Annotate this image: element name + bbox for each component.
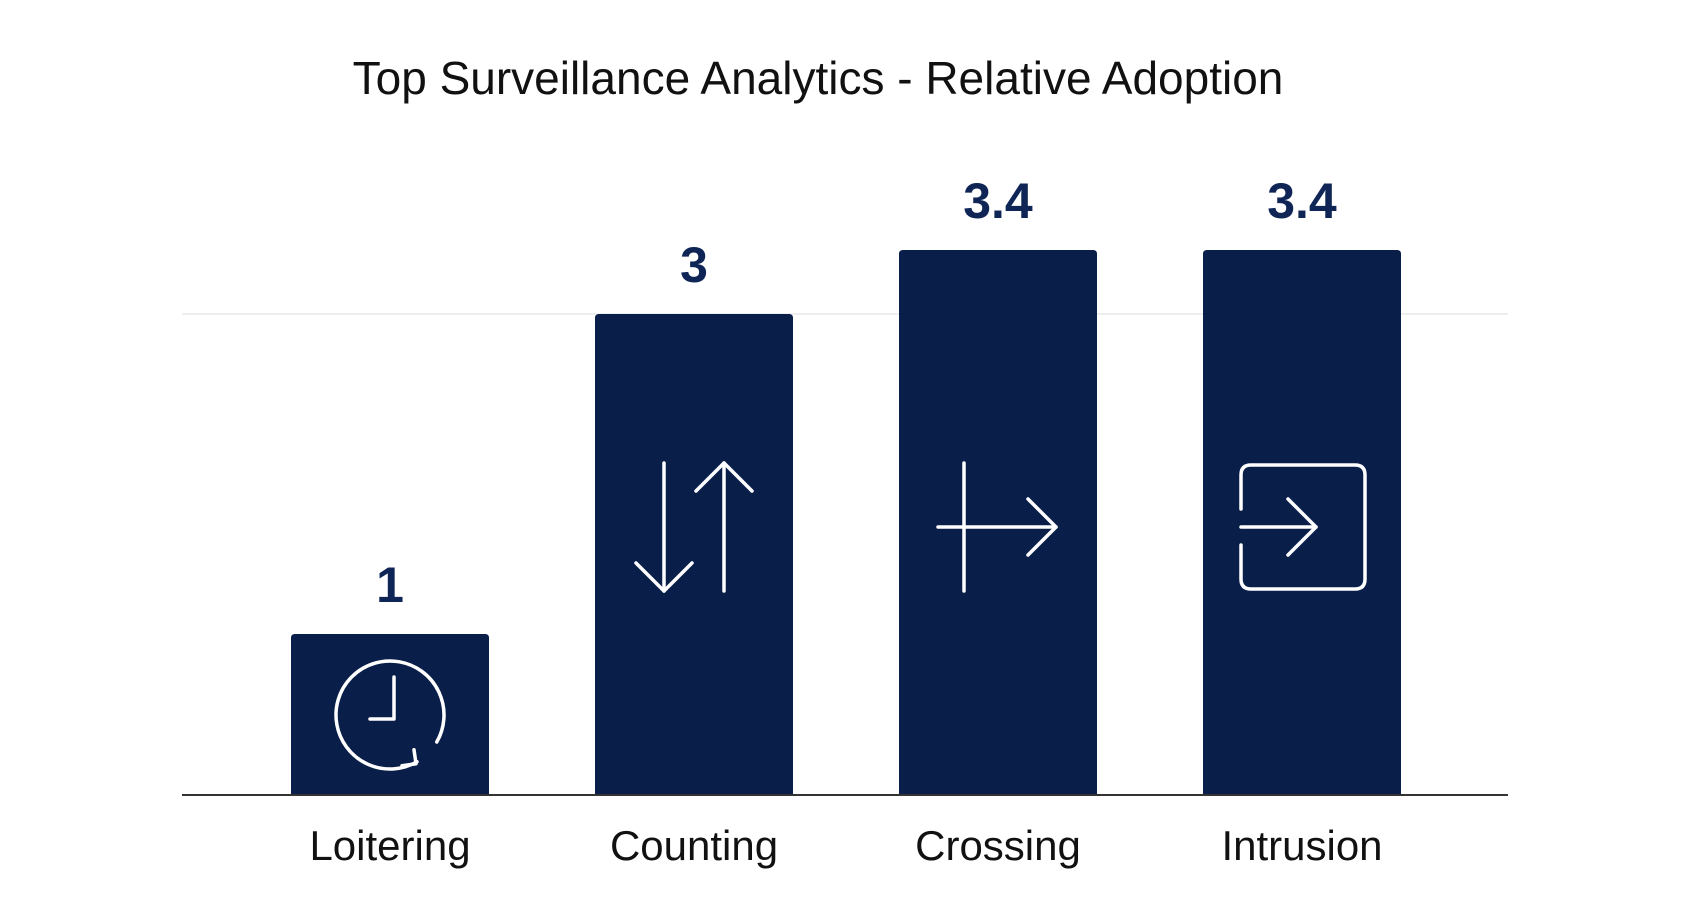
line-crossing-icon xyxy=(936,461,1058,593)
labels: 1 Loitering 3 Counting 3.4 Crossing 3.4 Intrusi… xyxy=(309,173,1382,869)
x-tick-label: Crossing xyxy=(915,822,1081,869)
bar-loitering xyxy=(291,634,489,794)
bars xyxy=(291,250,1401,794)
bar-counting xyxy=(595,314,793,794)
bar-crossing xyxy=(899,250,1097,794)
data-label: 3.4 xyxy=(1267,173,1337,229)
data-label: 3 xyxy=(680,237,708,293)
up-down-arrows-icon xyxy=(634,461,754,593)
x-tick-label: Loitering xyxy=(309,822,470,869)
x-tick-label: Intrusion xyxy=(1221,822,1382,869)
bar-intrusion xyxy=(1203,250,1401,794)
data-label: 1 xyxy=(376,557,404,613)
clock-rotate-icon xyxy=(334,659,446,771)
enter-box-icon xyxy=(1239,463,1367,591)
chart-title: Top Surveillance Analytics - Relative Ad… xyxy=(353,52,1284,104)
x-tick-label: Counting xyxy=(610,822,778,869)
bar-icons xyxy=(334,461,1367,771)
data-label: 3.4 xyxy=(963,173,1033,229)
